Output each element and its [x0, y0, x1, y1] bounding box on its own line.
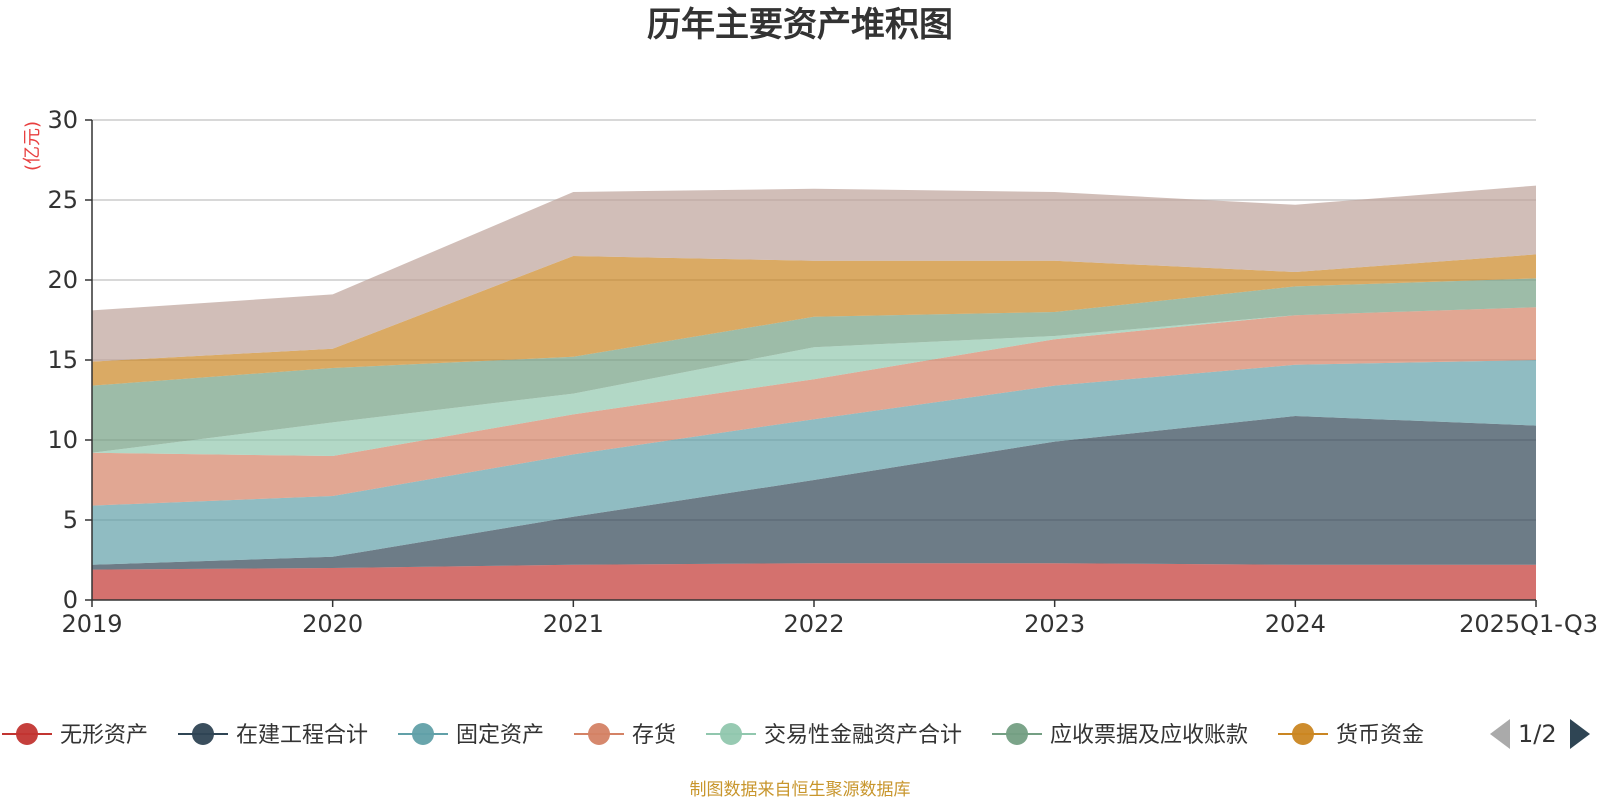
legend-prev-page-icon[interactable]: [1490, 719, 1510, 749]
legend-item[interactable]: 交易性金融资产合计: [706, 723, 962, 748]
legend-marker: [720, 723, 743, 745]
x-tick-label: 2022: [783, 610, 844, 638]
x-tick-label: 2019: [61, 610, 122, 638]
legend-item[interactable]: 货币资金: [1278, 723, 1424, 748]
y-tick-label: 20: [47, 266, 78, 294]
area-3: [92, 307, 1536, 506]
y-tick-label: 10: [47, 426, 78, 454]
legend-item[interactable]: 固定资产: [398, 723, 544, 748]
legend-label: 在建工程合计: [236, 723, 368, 748]
area-1: [92, 416, 1536, 570]
area-7: [92, 185, 1536, 362]
y-tick-label: 0: [63, 586, 78, 614]
legend-page-indicator: 1/2: [1518, 720, 1557, 748]
x-tick-label: 2021: [543, 610, 604, 638]
legend-item[interactable]: 应收票据及应收账款: [992, 723, 1248, 748]
y-axis-unit: (亿元): [22, 121, 43, 171]
legend-label: 货币资金: [1336, 723, 1424, 748]
legend-marker: [16, 723, 38, 745]
legend-label: 固定资产: [456, 723, 544, 748]
area-6: [92, 254, 1536, 386]
chart-title: 历年主要资产堆积图: [647, 5, 953, 45]
y-tick-label: 30: [47, 106, 78, 134]
area-0: [92, 563, 1536, 600]
area-4: [92, 307, 1536, 456]
legend-item[interactable]: 无形资产: [2, 723, 148, 748]
legend-label: 应收票据及应收账款: [1050, 723, 1248, 748]
y-tick-label: 15: [47, 346, 78, 374]
legend: 无形资产 在建工程合计 固定资产 存货 交易性金融资产合计 应收票据及应收账款 货币资金 1/…: [2, 719, 1590, 749]
x-tick-label: 2025Q1-Q3: [1459, 610, 1598, 638]
legend-item[interactable]: 在建工程合计: [178, 723, 368, 748]
axes: 0 5 10 15 20 25 30 2019 2020 2021 2022 2023 2024 2025…: [47, 106, 1598, 638]
x-tick-label: 2023: [1024, 610, 1085, 638]
data-source: 制图数据来自恒生聚源数据库: [690, 780, 911, 800]
legend-label: 无形资产: [60, 723, 148, 748]
legend-marker: [412, 723, 435, 745]
area-5: [92, 278, 1536, 453]
legend-marker: [192, 723, 215, 745]
legend-marker: [1006, 723, 1029, 745]
legend-label: 交易性金融资产合计: [764, 723, 962, 748]
x-tick-label: 2024: [1265, 610, 1326, 638]
legend-item[interactable]: 存货: [574, 723, 676, 748]
legend-marker: [1292, 723, 1315, 745]
legend-next-page-icon[interactable]: [1570, 719, 1590, 749]
y-tick-label: 25: [47, 186, 78, 214]
legend-label: 存货: [632, 723, 676, 748]
x-tick-label: 2020: [302, 610, 363, 638]
area-2: [92, 360, 1536, 565]
y-tick-label: 5: [63, 506, 78, 534]
area-series: [92, 185, 1536, 600]
legend-marker: [588, 723, 611, 745]
